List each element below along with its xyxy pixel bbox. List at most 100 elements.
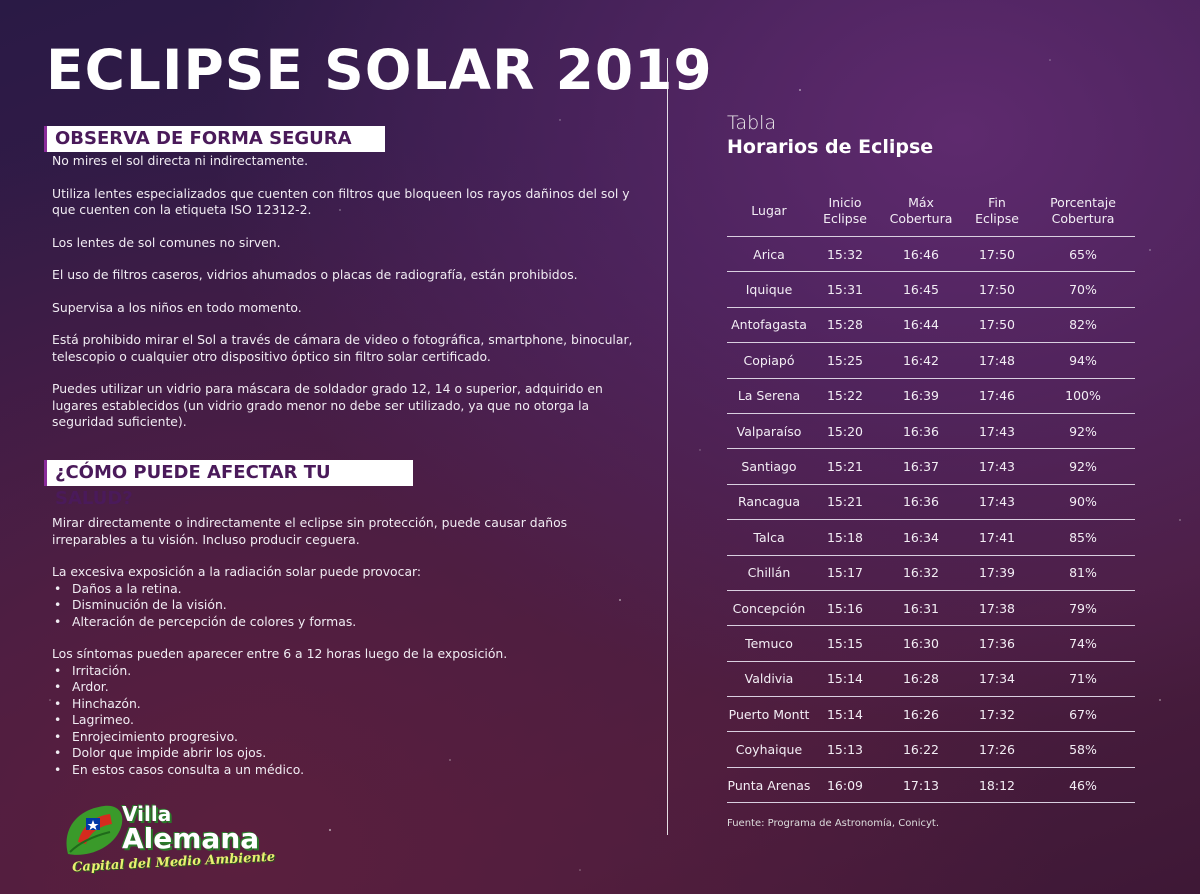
table-row: Valdivia 15:14 16:28 17:34 71%: [727, 661, 1135, 698]
table-row: Rancagua 15:21 16:36 17:43 90%: [727, 484, 1135, 521]
cell-max: 16:42: [879, 342, 963, 379]
table-row: Punta Arenas 16:09 17:13 18:12 46%: [727, 767, 1135, 804]
cell-porcentaje: 82%: [1031, 307, 1135, 344]
table-row: Talca 15:18 16:34 17:41 85%: [727, 519, 1135, 556]
cell-fin: 17:43: [963, 413, 1031, 450]
cell-lugar: Antofagasta: [727, 307, 811, 344]
table-row: Chillán 15:17 16:32 17:39 81%: [727, 555, 1135, 591]
cell-inicio: 15:25: [811, 342, 879, 379]
safety-paragraph: Puedes utilizar un vidrio para máscara d…: [52, 381, 603, 429]
list-item: Irritación.: [52, 663, 642, 680]
cell-max: 16:39: [879, 378, 963, 414]
safety-paragraph: Está prohibido mirar el Sol a través de …: [52, 332, 633, 364]
list-item: Daños a la retina.: [52, 581, 642, 598]
section-heading-safety: OBSERVA DE FORMA SEGURA: [44, 126, 385, 152]
cell-porcentaje: 90%: [1031, 484, 1135, 521]
vertical-divider: [667, 58, 668, 835]
cell-inicio: 15:31: [811, 271, 879, 308]
cell-max: 16:46: [879, 236, 963, 273]
logo-word-villa: Villa: [122, 802, 172, 826]
table-row: Coyhaique 15:13 16:22 17:26 58%: [727, 731, 1135, 768]
list-item: Enrojecimiento progresivo.: [52, 729, 642, 746]
cell-max: 16:32: [879, 555, 963, 591]
cell-lugar: Punta Arenas: [727, 767, 811, 804]
logo-leaf-flag-icon: [66, 805, 123, 855]
table-header-row: Lugar Inicio Eclipse Máx Cobertura Fin Ecli…: [727, 186, 1135, 237]
cell-fin: 17:36: [963, 625, 1031, 662]
list-item: En estos casos consulta a un médico.: [52, 762, 642, 779]
cell-max: 16:36: [879, 484, 963, 521]
section-heading-health: ¿CÓMO PUEDE AFECTAR TU SALUD?: [44, 460, 413, 509]
cell-fin: 17:50: [963, 271, 1031, 308]
cell-lugar: Talca: [727, 519, 811, 556]
list-item: Lagrimeo.: [52, 712, 642, 729]
cell-porcentaje: 65%: [1031, 236, 1135, 273]
cell-inicio: 15:16: [811, 590, 879, 627]
cell-porcentaje: 81%: [1031, 555, 1135, 591]
symptoms-list: Irritación. Ardor. Hinchazón. Lagrimeo. …: [52, 663, 642, 779]
cell-fin: 18:12: [963, 767, 1031, 804]
cell-fin: 17:46: [963, 378, 1031, 414]
cell-fin: 17:41: [963, 519, 1031, 556]
cell-inicio: 15:15: [811, 625, 879, 662]
cell-porcentaje: 92%: [1031, 413, 1135, 450]
table-row: Arica 15:32 16:46 17:50 65%: [727, 236, 1135, 273]
cell-max: 16:22: [879, 731, 963, 768]
villa-alemana-logo: Villa Alemana Capital del Medio Ambiente: [60, 800, 280, 885]
cell-porcentaje: 74%: [1031, 625, 1135, 662]
safety-paragraph: Supervisa a los niños en todo momento.: [52, 299, 302, 315]
cell-max: 16:31: [879, 590, 963, 627]
cell-inicio: 15:14: [811, 696, 879, 733]
cell-lugar: Copiapó: [727, 342, 811, 379]
cell-lugar: Rancagua: [727, 484, 811, 521]
table-row: Antofagasta 15:28 16:44 17:50 82%: [727, 307, 1135, 344]
cell-max: 17:13: [879, 767, 963, 804]
logo-word-alemana: Alemana: [122, 822, 260, 855]
table-row: Concepción 15:16 16:31 17:38 79%: [727, 590, 1135, 627]
cell-porcentaje: 58%: [1031, 731, 1135, 768]
list-item: Dolor que impide abrir los ojos.: [52, 745, 642, 762]
header-lugar: Lugar: [727, 186, 811, 237]
table-row: Copiapó 15:25 16:42 17:48 94%: [727, 342, 1135, 379]
cell-porcentaje: 94%: [1031, 342, 1135, 379]
cell-inicio: 15:21: [811, 448, 879, 485]
cell-max: 16:34: [879, 519, 963, 556]
cell-porcentaje: 85%: [1031, 519, 1135, 556]
health-list2-intro: Los síntomas pueden aparecer entre 6 a 1…: [52, 646, 508, 661]
header-fin: Fin Eclipse: [963, 186, 1031, 237]
safety-paragraph: Los lentes de sol comunes no sirven.: [52, 234, 281, 250]
cell-fin: 17:34: [963, 661, 1031, 698]
header-max: Máx Cobertura: [879, 186, 963, 237]
list-item: Ardor.: [52, 679, 642, 696]
cell-lugar: Concepción: [727, 590, 811, 627]
cell-fin: 17:39: [963, 555, 1031, 591]
cell-inicio: 16:09: [811, 767, 879, 804]
cell-inicio: 15:13: [811, 731, 879, 768]
cell-porcentaje: 46%: [1031, 767, 1135, 804]
table-row: Iquique 15:31 16:45 17:50 70%: [727, 271, 1135, 308]
cell-fin: 17:43: [963, 484, 1031, 521]
cell-lugar: Coyhaique: [727, 731, 811, 768]
cell-fin: 17:48: [963, 342, 1031, 379]
cell-max: 16:26: [879, 696, 963, 733]
cell-porcentaje: 67%: [1031, 696, 1135, 733]
eclipse-schedule-table: Lugar Inicio Eclipse Máx Cobertura Fin Ecli…: [727, 186, 1135, 804]
cell-fin: 17:38: [963, 590, 1031, 627]
cell-fin: 17:50: [963, 236, 1031, 273]
cell-lugar: Valdivia: [727, 661, 811, 698]
table-row: Valparaíso 15:20 16:36 17:43 92%: [727, 413, 1135, 450]
cell-fin: 17:32: [963, 696, 1031, 733]
cell-lugar: La Serena: [727, 378, 811, 414]
cell-lugar: Santiago: [727, 448, 811, 485]
safety-paragraph: No mires el sol directa ni indirectament…: [52, 153, 309, 168]
cell-inicio: 15:14: [811, 661, 879, 698]
cell-inicio: 15:32: [811, 236, 879, 273]
cell-inicio: 15:22: [811, 378, 879, 414]
cell-fin: 17:50: [963, 307, 1031, 344]
cell-inicio: 15:21: [811, 484, 879, 521]
cell-fin: 17:43: [963, 448, 1031, 485]
safety-paragraph: El uso de filtros caseros, vidrios ahuma…: [52, 267, 578, 282]
table-row: Puerto Montt 15:14 16:26 17:32 67%: [727, 696, 1135, 733]
safety-text-block: No mires el sol directa ni indirectament…: [52, 153, 642, 447]
header-porcentaje: Porcentaje Cobertura: [1031, 186, 1135, 237]
